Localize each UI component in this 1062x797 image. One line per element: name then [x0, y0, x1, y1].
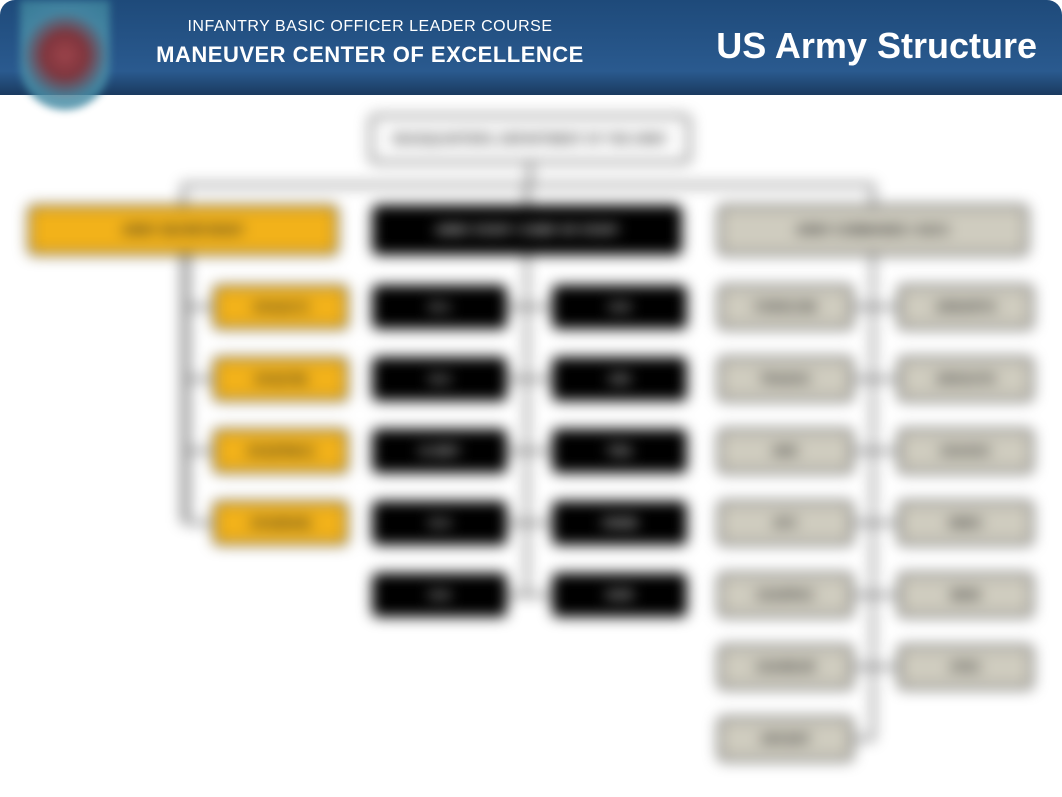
org-node-staff-l0: G-1	[372, 285, 507, 329]
org-node-commands-l6: ARCENT	[718, 717, 853, 761]
org-node-commands-r2: USASOC	[898, 429, 1033, 473]
org-root-node: HEADQUARTERS, DEPARTMENT OF THE ARMY	[370, 115, 690, 163]
org-node-secretariat-l3: ASA(IE&E)	[213, 501, 348, 545]
header-text-block: INFANTRY BASIC OFFICER LEADER COURSE MAN…	[140, 18, 600, 68]
org-node-staff-l4: G-6	[372, 573, 507, 617]
org-branch-head-secretariat: ARMY SECRETARIAT	[28, 205, 338, 255]
org-node-staff-l2: G-3/5/7	[372, 429, 507, 473]
org-node-commands-r1: ARSOUTH	[898, 357, 1033, 401]
org-node-commands-r3: SMDC	[898, 501, 1033, 545]
org-node-staff-l3: G-4	[372, 501, 507, 545]
org-node-commands-r0: ARNORTH	[898, 285, 1033, 329]
org-chart: HEADQUARTERS, DEPARTMENT OF THE ARMY ARMY…	[0, 110, 1062, 790]
org-node-staff-r2: TSG	[552, 429, 687, 473]
org-node-commands-l2: AMC	[718, 429, 853, 473]
header-subtitle: INFANTRY BASIC OFFICER LEADER COURSE	[140, 18, 600, 36]
org-branch-head-staff: ARMY STAFF / CHIEF OF STAFF	[372, 205, 682, 255]
org-node-commands-l5: USAREUR	[718, 645, 853, 689]
slide-title: US Army Structure	[716, 25, 1037, 67]
org-node-commands-r4: MDW	[898, 573, 1033, 617]
org-node-commands-l3: AFC	[718, 501, 853, 545]
org-node-staff-r3: CNGB	[552, 501, 687, 545]
org-node-staff-r4: OCR	[552, 573, 687, 617]
org-node-staff-r1: CIO	[552, 357, 687, 401]
org-branch-head-commands: ARMY COMMANDS / ASCC	[718, 205, 1028, 255]
unit-emblem-icon	[20, 0, 110, 110]
org-node-commands-l0: FORSCOM	[718, 285, 853, 329]
org-node-staff-l1: G-2	[372, 357, 507, 401]
org-node-secretariat-l1: ASA(CW)	[213, 357, 348, 401]
org-node-secretariat-l2: ASA(FM&C)	[213, 429, 348, 473]
org-node-staff-r0: G-8	[552, 285, 687, 329]
org-node-commands-l4: USARPAC	[718, 573, 853, 617]
org-node-secretariat-l0: ASA(ALT)	[213, 285, 348, 329]
header-main-title: MANEUVER CENTER OF EXCELLENCE	[140, 42, 600, 68]
org-node-commands-r5: ATEC	[898, 645, 1033, 689]
org-node-commands-l1: TRADOC	[718, 357, 853, 401]
slide-header: INFANTRY BASIC OFFICER LEADER COURSE MAN…	[0, 0, 1062, 95]
